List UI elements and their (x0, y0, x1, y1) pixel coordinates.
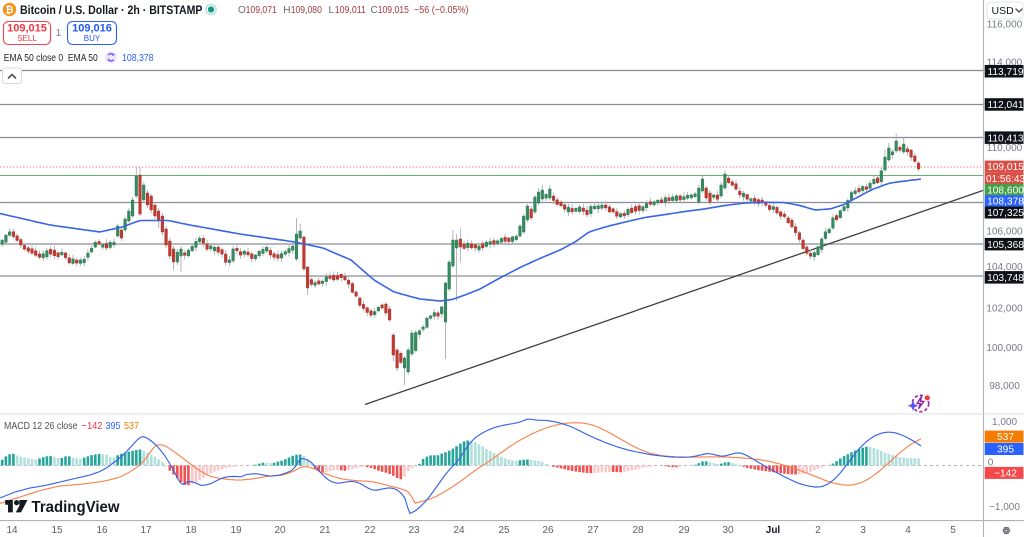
svg-text:108,378: 108,378 (987, 197, 1024, 208)
svg-text:1,000: 1,000 (992, 417, 1017, 428)
svg-text:14: 14 (6, 525, 18, 536)
svg-text:107,325: 107,325 (987, 208, 1024, 219)
svg-text:102,000: 102,000 (986, 304, 1023, 315)
svg-text:109,071: 109,071 (246, 5, 278, 16)
svg-text:EMA 50 close 0 EMA 50: EMA 50 close 0 EMA 50 (4, 52, 98, 64)
svg-text:395: 395 (106, 420, 121, 432)
svg-text:4: 4 (905, 525, 911, 536)
svg-text:537: 537 (997, 432, 1014, 443)
svg-text:18: 18 (185, 525, 197, 536)
svg-text:108,378: 108,378 (122, 53, 154, 64)
svg-text:TradingView: TradingView (32, 499, 121, 516)
svg-text:109,080: 109,080 (291, 5, 323, 16)
svg-text:110,000: 110,000 (987, 143, 1023, 154)
svg-text:SELL: SELL (17, 34, 37, 43)
svg-text:106,000: 106,000 (986, 227, 1023, 238)
svg-text:MACD 12 26 close: MACD 12 26 close (4, 420, 78, 432)
svg-text:105,368: 105,368 (987, 240, 1024, 251)
svg-text:BUY: BUY (84, 34, 101, 43)
svg-text:19: 19 (230, 525, 242, 536)
svg-text:23: 23 (408, 525, 420, 536)
svg-text:17: 17 (140, 525, 152, 536)
svg-text:109,016: 109,016 (72, 23, 112, 35)
svg-text:24: 24 (453, 525, 465, 536)
svg-text:537: 537 (124, 420, 139, 432)
svg-text:25: 25 (498, 525, 510, 536)
svg-text:16: 16 (96, 525, 108, 536)
svg-text:1: 1 (56, 28, 62, 39)
svg-text:109,015: 109,015 (378, 5, 410, 16)
svg-text:15: 15 (51, 525, 63, 536)
svg-text:−142: −142 (82, 420, 103, 432)
svg-text:3: 3 (860, 525, 866, 536)
svg-text:Bitcoin / U.S. Dollar · 2h · B: Bitcoin / U.S. Dollar · 2h · BITSTAMP (20, 5, 203, 17)
svg-text:₿: ₿ (5, 4, 13, 16)
svg-text:109,015: 109,015 (7, 23, 47, 35)
svg-text:27: 27 (587, 525, 599, 536)
svg-text:5: 5 (950, 525, 956, 536)
svg-text:L: L (329, 5, 335, 16)
svg-text:0: 0 (988, 458, 994, 469)
svg-text:110,413: 110,413 (987, 133, 1023, 144)
svg-text:100,000: 100,000 (986, 343, 1023, 354)
svg-text:103,748: 103,748 (987, 273, 1024, 284)
svg-text:USD: USD (992, 5, 1015, 17)
svg-text:395: 395 (997, 445, 1014, 456)
svg-text:H: H (283, 5, 290, 16)
svg-text:2: 2 (815, 525, 821, 536)
svg-text:20: 20 (274, 525, 286, 536)
svg-text:26: 26 (542, 525, 554, 536)
svg-text:112,041: 112,041 (987, 100, 1023, 111)
svg-text:21: 21 (319, 525, 331, 536)
svg-text:108,600: 108,600 (987, 185, 1024, 196)
svg-text:22: 22 (364, 525, 376, 536)
svg-text:−1,000: −1,000 (989, 502, 1020, 513)
svg-text:−142: −142 (994, 469, 1017, 480)
svg-text:98,000: 98,000 (989, 381, 1020, 392)
svg-text:114,000: 114,000 (987, 58, 1023, 69)
svg-text:−56 (−0.05%): −56 (−0.05%) (414, 5, 469, 16)
svg-text:Jul: Jul (766, 525, 781, 536)
svg-text:116,000: 116,000 (987, 20, 1023, 31)
svg-text:113,719: 113,719 (987, 67, 1023, 78)
svg-text:C: C (371, 5, 378, 16)
svg-text:30: 30 (722, 525, 734, 536)
svg-text:O: O (238, 5, 246, 16)
svg-text:28: 28 (632, 525, 644, 536)
svg-text:104,000: 104,000 (986, 262, 1023, 273)
svg-text:01:56:43: 01:56:43 (986, 174, 1024, 185)
svg-text:109,015: 109,015 (987, 162, 1024, 173)
svg-text:29: 29 (678, 525, 690, 536)
svg-text:109,011: 109,011 (335, 5, 367, 16)
